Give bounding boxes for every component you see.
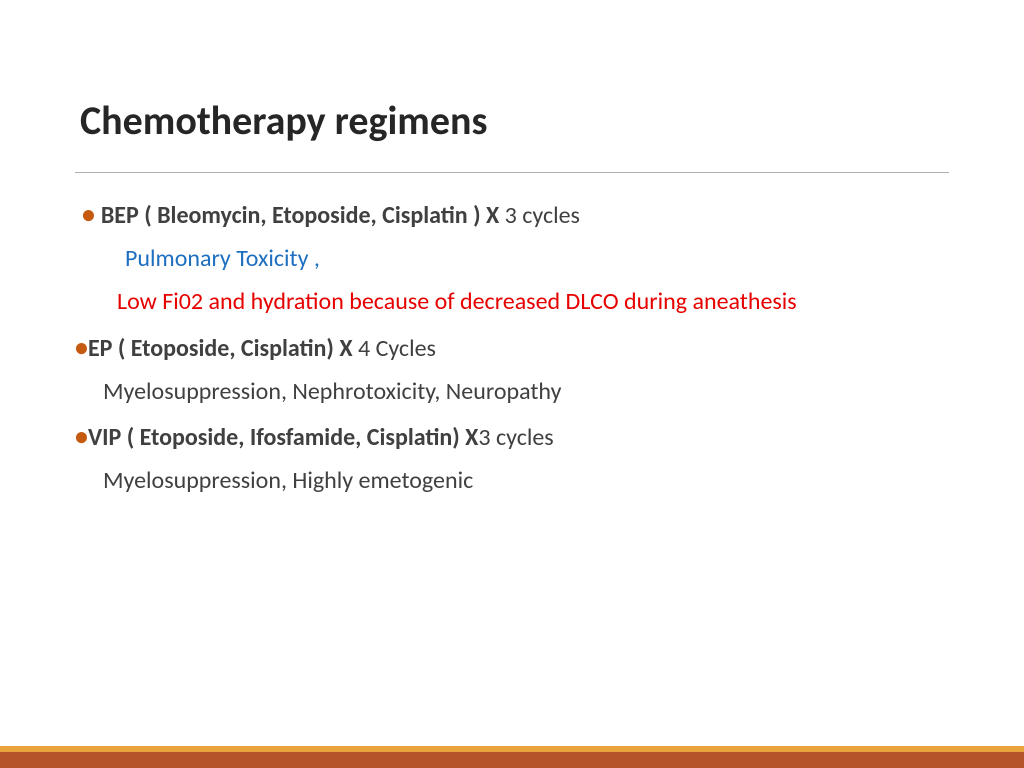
bullet-item-ep: •EP ( Etoposide, Cisplatin) X 4 Cycles <box>75 327 949 367</box>
bullet-icon: • <box>75 420 88 452</box>
footer-band-bottom <box>0 752 1024 768</box>
slide: Chemotherapy regimens • BEP ( Bleomycin,… <box>0 0 1024 768</box>
bullet-icon: • <box>82 198 101 230</box>
vip-bold: VIP ( Etoposide, Ifosfamide, Cisplatin) … <box>88 423 478 452</box>
bep-toxicity-line: Pulmonary Toxicity , <box>75 240 949 277</box>
ep-bold: EP ( Etoposide, Cisplatin) X <box>88 334 358 363</box>
slide-body: • BEP ( Bleomycin, Etoposide, Cisplatin … <box>75 194 949 506</box>
title-underline <box>75 172 949 173</box>
bullet-icon: • <box>75 331 88 363</box>
vip-toxicity-line: Myelosuppression, Highly emetogenic <box>75 462 949 499</box>
ep-rest: 4 Cycles <box>358 334 436 363</box>
slide-title: Chemotherapy regimens <box>80 96 487 145</box>
pulmonary-toxicity-text: Pulmonary Toxicity , <box>125 244 320 273</box>
low-fio2-text: Low Fi02 and hydration because of decrea… <box>87 283 949 320</box>
bep-bold: BEP ( Bleomycin, Etoposide, Cisplatin ) … <box>101 201 505 230</box>
ep-tox-text: Myelosuppression, Nephrotoxicity, Neurop… <box>103 377 561 406</box>
vip-tox-text: Myelosuppression, Highly emetogenic <box>103 466 473 495</box>
footer-bar <box>0 746 1024 768</box>
bullet-item-vip: •VIP ( Etoposide, Ifosfamide, Cisplatin)… <box>75 416 949 456</box>
bullet-item-bep: • BEP ( Bleomycin, Etoposide, Cisplatin … <box>75 194 949 234</box>
bep-warning-line: Low Fi02 and hydration because of decrea… <box>75 283 949 320</box>
vip-rest: 3 cycles <box>478 423 553 452</box>
bep-rest: 3 cycles <box>505 201 580 230</box>
ep-toxicity-line: Myelosuppression, Nephrotoxicity, Neurop… <box>75 373 949 410</box>
